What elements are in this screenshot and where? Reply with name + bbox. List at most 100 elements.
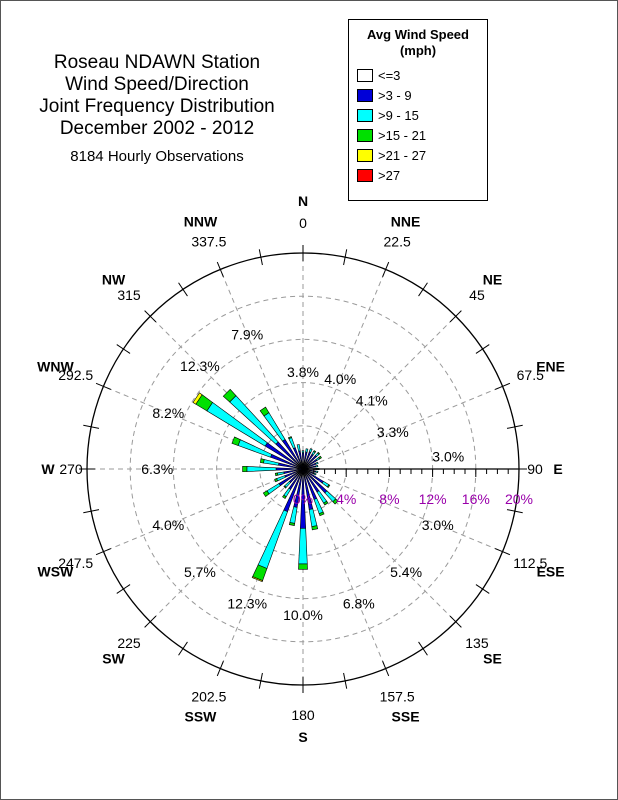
direction-name-label: NE — [483, 271, 502, 287]
direction-name-label: SSW — [184, 709, 217, 725]
direction-degree-label: 180 — [291, 707, 315, 723]
legend-item: >15 - 21 — [357, 125, 487, 145]
petal-segment — [332, 498, 339, 505]
petal-segment — [266, 483, 281, 495]
legend-item: <=3 — [357, 65, 487, 85]
ring-tick — [258, 249, 263, 266]
ring-tick — [449, 615, 462, 628]
direction-name-label: WSW — [38, 564, 75, 580]
direction-name-label: SW — [102, 651, 125, 667]
petal-segment — [263, 459, 280, 466]
direction-degree-label: 292.5 — [58, 367, 93, 383]
direction-name-label: ESE — [537, 564, 565, 580]
radial-tick-label: 16% — [462, 491, 490, 507]
sector-percent-label: 7.9% — [231, 326, 263, 342]
direction-name-label: E — [553, 461, 562, 477]
ring-tick — [343, 249, 348, 266]
legend-label: >9 - 15 — [378, 107, 419, 123]
petal-segment — [298, 563, 308, 570]
radial-tick-label: 0% — [293, 491, 313, 507]
sector-percent-label: 3.0% — [422, 517, 454, 533]
ring-tick — [475, 584, 490, 594]
grid-spoke — [302, 385, 503, 470]
title-line: Joint Frequency Distribution — [39, 96, 275, 117]
direction-name-label: SE — [483, 651, 502, 667]
petal-segment — [315, 470, 319, 473]
direction-name-label: WNW — [37, 358, 74, 374]
petal-segment — [192, 392, 203, 405]
legend-swatch — [357, 108, 373, 122]
ring-tick — [343, 672, 348, 689]
direction-name-label: NNW — [184, 213, 218, 229]
petal-segment — [313, 450, 317, 453]
ring-tick — [95, 382, 112, 390]
sector-percent-label: 3.3% — [377, 424, 409, 440]
radial-tick-label: 12% — [419, 491, 447, 507]
legend-title: Avg Wind Speed (mph) — [349, 27, 487, 59]
ring-tick — [144, 310, 157, 323]
ring-tick — [506, 509, 523, 514]
petal-segment — [315, 461, 319, 465]
grid-spoke — [302, 269, 387, 470]
chart-subtitle: 8184 Hourly Observations — [70, 148, 244, 165]
petal-segment — [318, 455, 322, 460]
legend-title-line: Avg Wind Speed — [367, 27, 469, 42]
petal-segment — [301, 450, 305, 454]
direction-degree-label: 247.5 — [58, 555, 93, 571]
direction-name-label: S — [298, 729, 307, 745]
grid-spoke — [302, 315, 457, 470]
title-line: December 2002 - 2012 — [59, 118, 255, 139]
legend-label: <=3 — [378, 67, 401, 83]
petal-segment — [288, 522, 296, 526]
petal-segment — [274, 478, 278, 483]
direction-degree-label: 90 — [527, 461, 543, 477]
petal-segment — [315, 465, 319, 468]
ring-tick — [178, 641, 188, 656]
direction-degree-label: 22.5 — [384, 234, 411, 250]
ring-tick — [418, 641, 428, 656]
direction-degree-label: 315 — [117, 287, 141, 303]
ring-tick — [506, 424, 523, 429]
legend-label: >15 - 21 — [378, 127, 427, 143]
ring-tick — [95, 548, 112, 556]
chart-title: Roseau NDAWN Station Wind Speed/Directio… — [6, 52, 308, 140]
ring-tick — [258, 672, 263, 689]
petal-segment — [257, 509, 288, 569]
petal-segment — [318, 511, 325, 517]
direction-name-label: ENE — [536, 358, 565, 374]
grid-spoke — [219, 269, 304, 470]
legend-label: >3 - 9 — [378, 87, 412, 103]
petal-segment — [277, 471, 285, 476]
ring-tick — [216, 660, 224, 677]
petal-segment — [259, 458, 265, 464]
ring-tick — [475, 344, 490, 354]
legend: Avg Wind Speed (mph) <=3 >3 - 9 >9 - 15 >15… — [348, 19, 488, 201]
ring-tick — [494, 548, 511, 556]
direction-degree-label: 270 — [59, 461, 83, 477]
direction-degree-label: 157.5 — [380, 688, 415, 704]
sector-percent-label: 5.4% — [390, 564, 422, 580]
ring-tick — [382, 660, 390, 677]
direction-degree-label: 337.5 — [191, 234, 226, 250]
petal-segment — [259, 406, 270, 417]
direction-degree-label: 0 — [299, 215, 307, 231]
ring-tick — [178, 282, 188, 297]
direction-degree-label: 67.5 — [517, 367, 544, 383]
sector-percent-label: 6.8% — [343, 596, 375, 612]
legend-swatch — [357, 88, 373, 102]
sector-percent-label: 8.2% — [152, 405, 184, 421]
petal-segment — [289, 506, 298, 524]
ring-tick — [144, 615, 157, 628]
sector-percent-label: 4.1% — [356, 392, 388, 408]
grid-spoke — [149, 468, 304, 623]
petal-segment — [308, 448, 313, 453]
grid-spoke — [302, 468, 503, 553]
legend-item: >3 - 9 — [357, 85, 487, 105]
ring-tick — [216, 261, 224, 278]
sector-percent-label: 12.3% — [180, 358, 220, 374]
ring-tick — [418, 282, 428, 297]
sector-percent-label: 12.3% — [227, 596, 267, 612]
sector-percent-label: 5.7% — [184, 564, 216, 580]
